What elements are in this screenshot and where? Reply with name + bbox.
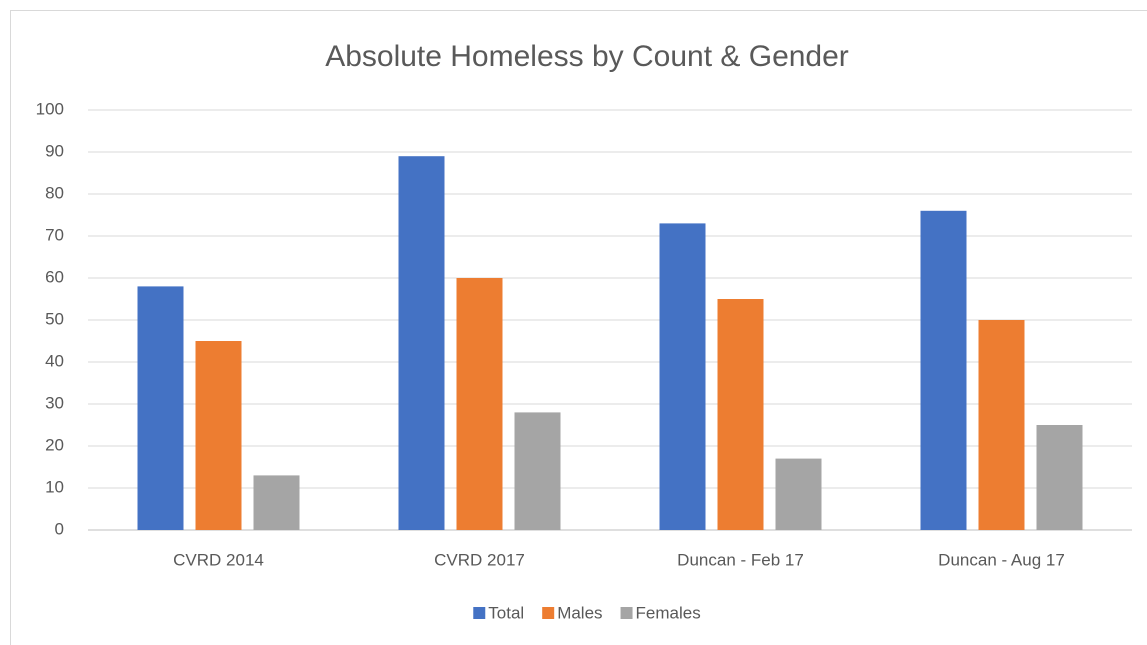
x-tick-label: Duncan - Feb 17 [677, 550, 804, 569]
bar [253, 475, 300, 530]
bar [456, 278, 503, 530]
y-tick-label: 20 [45, 435, 64, 454]
bar [775, 458, 822, 530]
y-tick-label: 60 [45, 267, 64, 286]
legend-swatch [620, 607, 633, 619]
legend-swatch [542, 607, 555, 619]
x-tick-label: CVRD 2017 [434, 550, 525, 569]
bar [978, 320, 1025, 530]
y-tick-label: 40 [45, 351, 64, 370]
y-tick-label: 10 [45, 477, 64, 496]
y-tick-label: 70 [45, 225, 64, 244]
legend-label: Males [557, 603, 602, 622]
bar [717, 299, 764, 530]
bar [659, 223, 706, 530]
legend-label: Females [636, 603, 701, 622]
bar [398, 156, 445, 530]
x-tick-label: CVRD 2014 [173, 550, 264, 569]
legend-swatch [473, 607, 486, 619]
x-tick-label: Duncan - Aug 17 [938, 550, 1065, 569]
y-tick-label: 80 [45, 183, 64, 202]
y-tick-label: 100 [36, 99, 64, 118]
y-tick-label: 90 [45, 141, 64, 160]
bar [1036, 425, 1083, 530]
bar [514, 412, 561, 530]
legend-label: Total [488, 603, 524, 622]
bar [137, 286, 184, 530]
y-tick-label: 30 [45, 393, 64, 412]
bar [195, 341, 242, 530]
y-tick-label: 50 [45, 309, 64, 328]
bar [920, 210, 967, 531]
y-tick-label: 0 [55, 519, 64, 538]
chart-title: Absolute Homeless by Count & Gender [325, 40, 849, 73]
